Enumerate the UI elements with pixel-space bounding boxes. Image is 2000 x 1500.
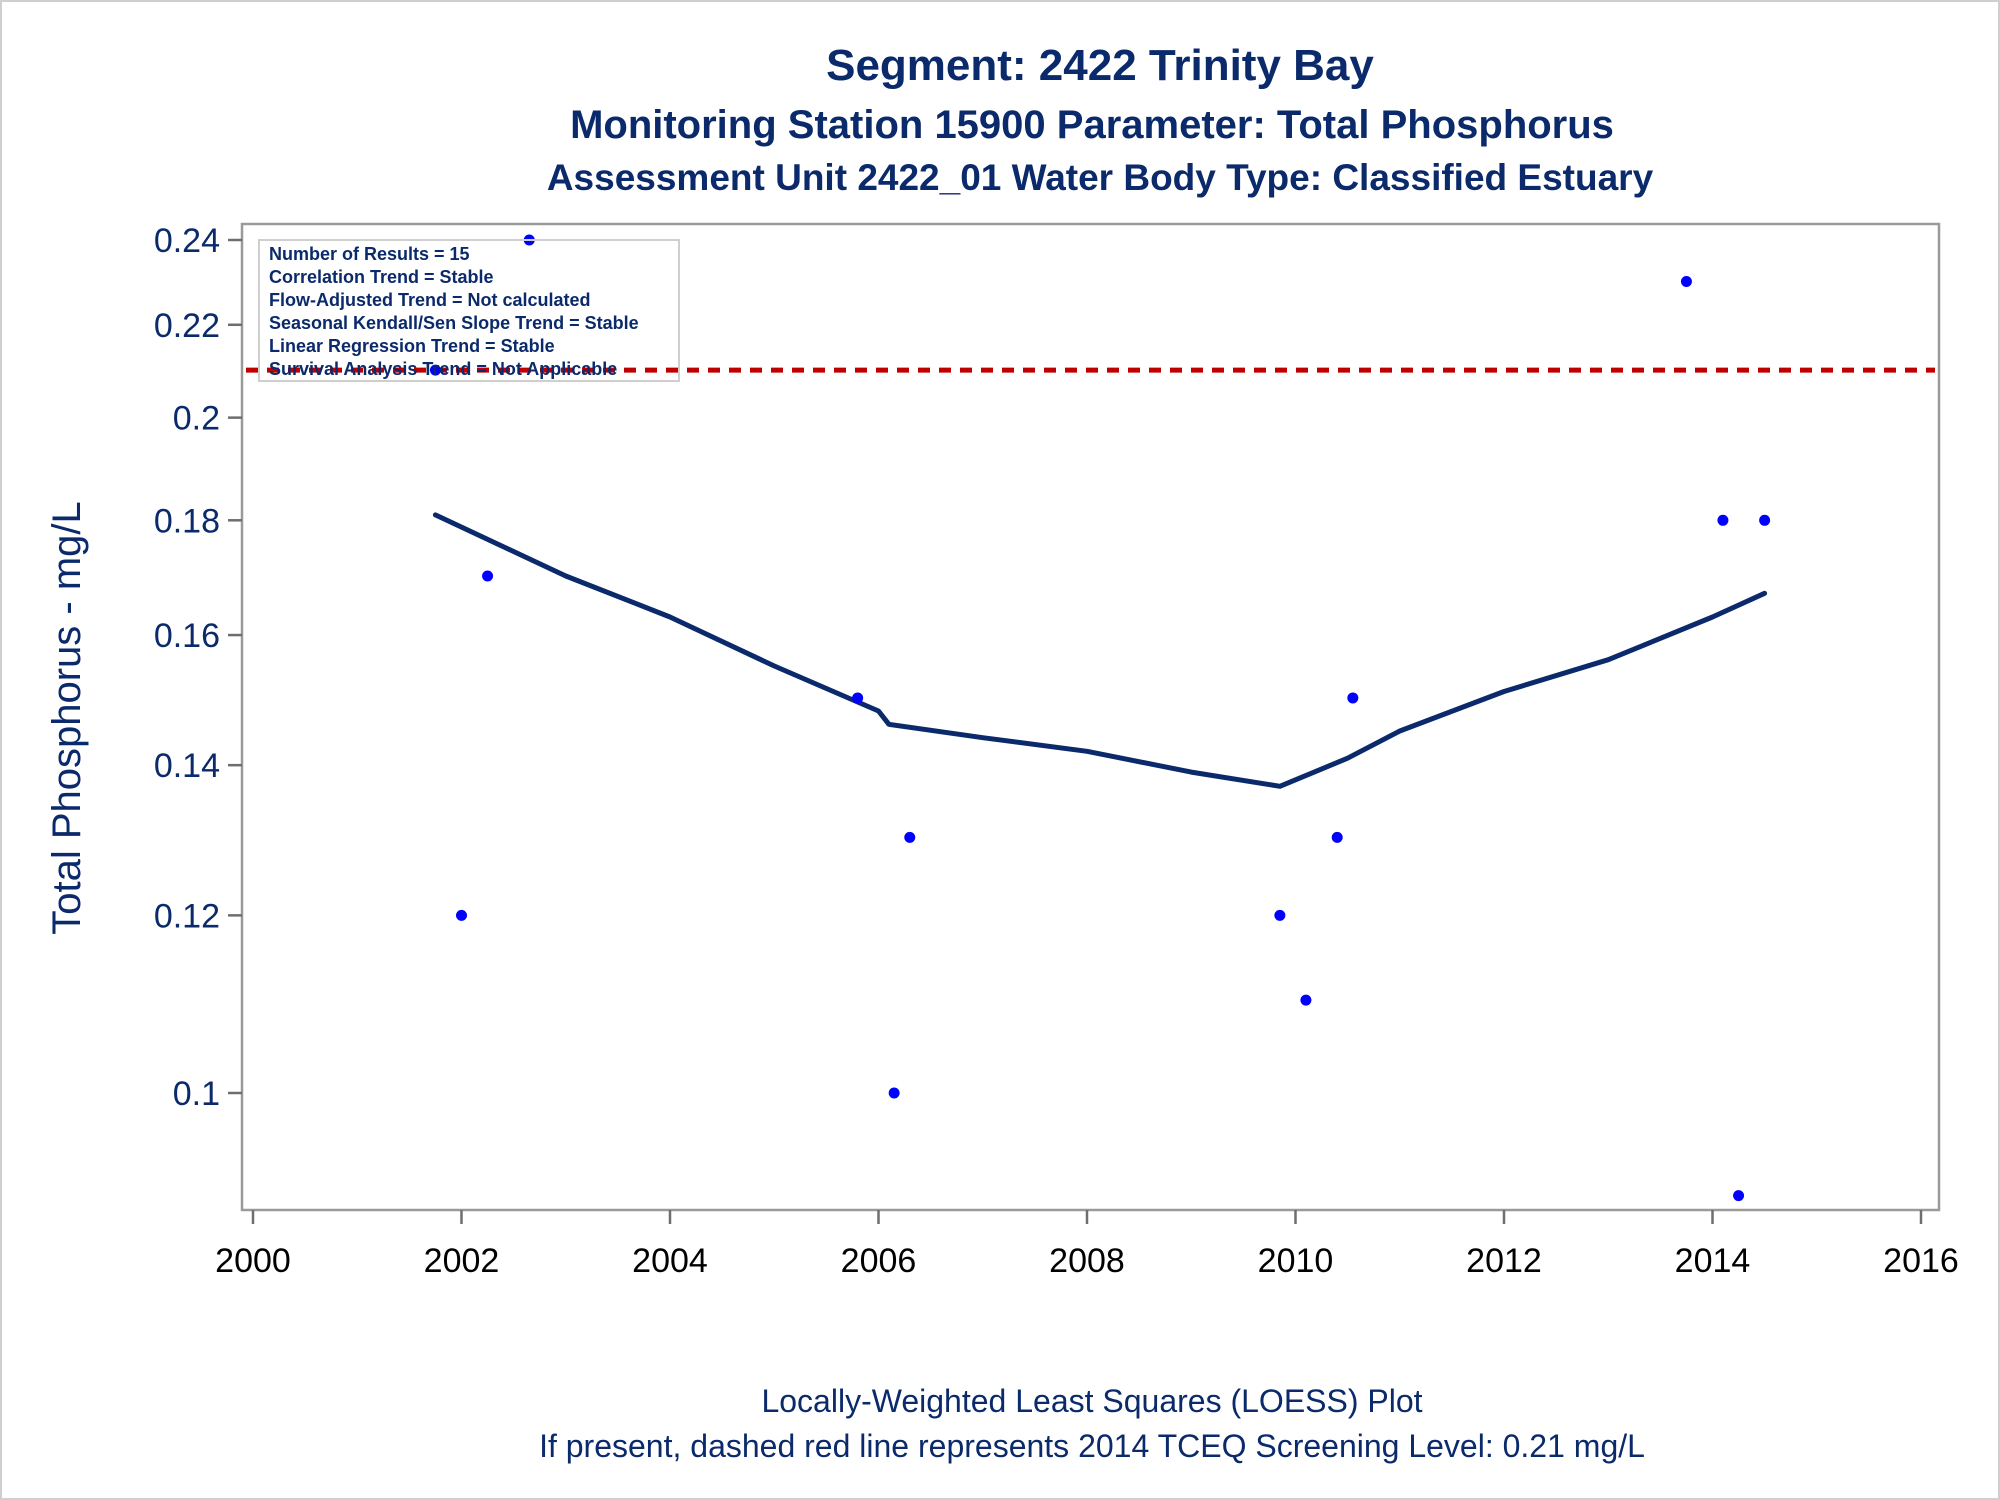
data-point [1300, 994, 1312, 1006]
data-point [429, 364, 441, 376]
y-tick-label: 0.18 [154, 502, 220, 540]
data-point [852, 692, 864, 704]
y-tick-label: 0.1 [173, 1075, 220, 1113]
data-points [429, 234, 1771, 1202]
trend-annotation-box: Number of Results = 15 Correlation Trend … [258, 239, 680, 382]
chart-subtitle-2: Assessment Unit 2422_01 Water Body Type:… [547, 157, 1654, 198]
data-point [1680, 275, 1692, 287]
x-tick-label: 2012 [1466, 1242, 1542, 1280]
data-point [1274, 909, 1286, 921]
x-axis: 2000 2002 2004 2006 2008 2010 2012 2014 2016 [215, 1210, 1959, 1280]
data-point [456, 909, 467, 921]
annotation-line: Survival Analysis Trend = Not Applicable [269, 359, 617, 379]
data-point [1347, 692, 1359, 704]
x-tick-label: 2004 [632, 1242, 708, 1280]
annotation-line: Correlation Trend = Stable [269, 267, 494, 287]
annotation-line: Linear Regression Trend = Stable [269, 336, 555, 356]
x-tick-label: 2000 [215, 1242, 291, 1280]
data-point [1733, 1190, 1745, 1202]
y-axis-label: Total Phosphorus - mg/L [45, 501, 89, 935]
chart-subtitle: Monitoring Station 15900 Parameter: Tota… [570, 103, 1614, 147]
y-tick-label: 0.22 [154, 307, 220, 345]
x-tick-label: 2014 [1675, 1242, 1751, 1280]
data-point [888, 1087, 900, 1099]
data-point [1331, 831, 1343, 843]
footnote-loess: Locally-Weighted Least Squares (LOESS) P… [761, 1383, 1422, 1419]
x-tick-label: 2002 [424, 1242, 500, 1280]
annotation-box-border [258, 239, 680, 382]
x-tick-label: 2016 [1883, 1242, 1959, 1280]
data-point [904, 831, 916, 843]
data-point [482, 570, 494, 582]
data-point [1759, 514, 1771, 526]
x-tick-label: 2010 [1258, 1242, 1334, 1280]
x-tick-label: 2008 [1049, 1242, 1125, 1280]
y-tick-label: 0.12 [154, 897, 220, 935]
y-tick-label: 0.24 [154, 222, 220, 260]
y-axis: 0.1 0.12 0.14 0.16 0.18 0.2 0.22 0.24 [154, 222, 242, 1113]
plot-area [240, 222, 1941, 1212]
x-tick-label: 2006 [841, 1242, 917, 1280]
data-point [1717, 514, 1729, 526]
annotation-line: Flow-Adjusted Trend = Not calculated [269, 290, 591, 310]
y-tick-label: 0.16 [154, 617, 220, 655]
annotation-line: Seasonal Kendall/Sen Slope Trend = Stabl… [269, 313, 639, 333]
y-tick-label: 0.2 [173, 400, 220, 438]
annotation-line: Number of Results = 15 [269, 244, 470, 264]
footnote-screening-level: If present, dashed red line represents 2… [539, 1428, 1645, 1464]
loess-curve [432, 512, 1768, 789]
chart-title: Segment: 2422 Trinity Bay [826, 41, 1374, 90]
y-tick-label: 0.14 [154, 747, 220, 785]
